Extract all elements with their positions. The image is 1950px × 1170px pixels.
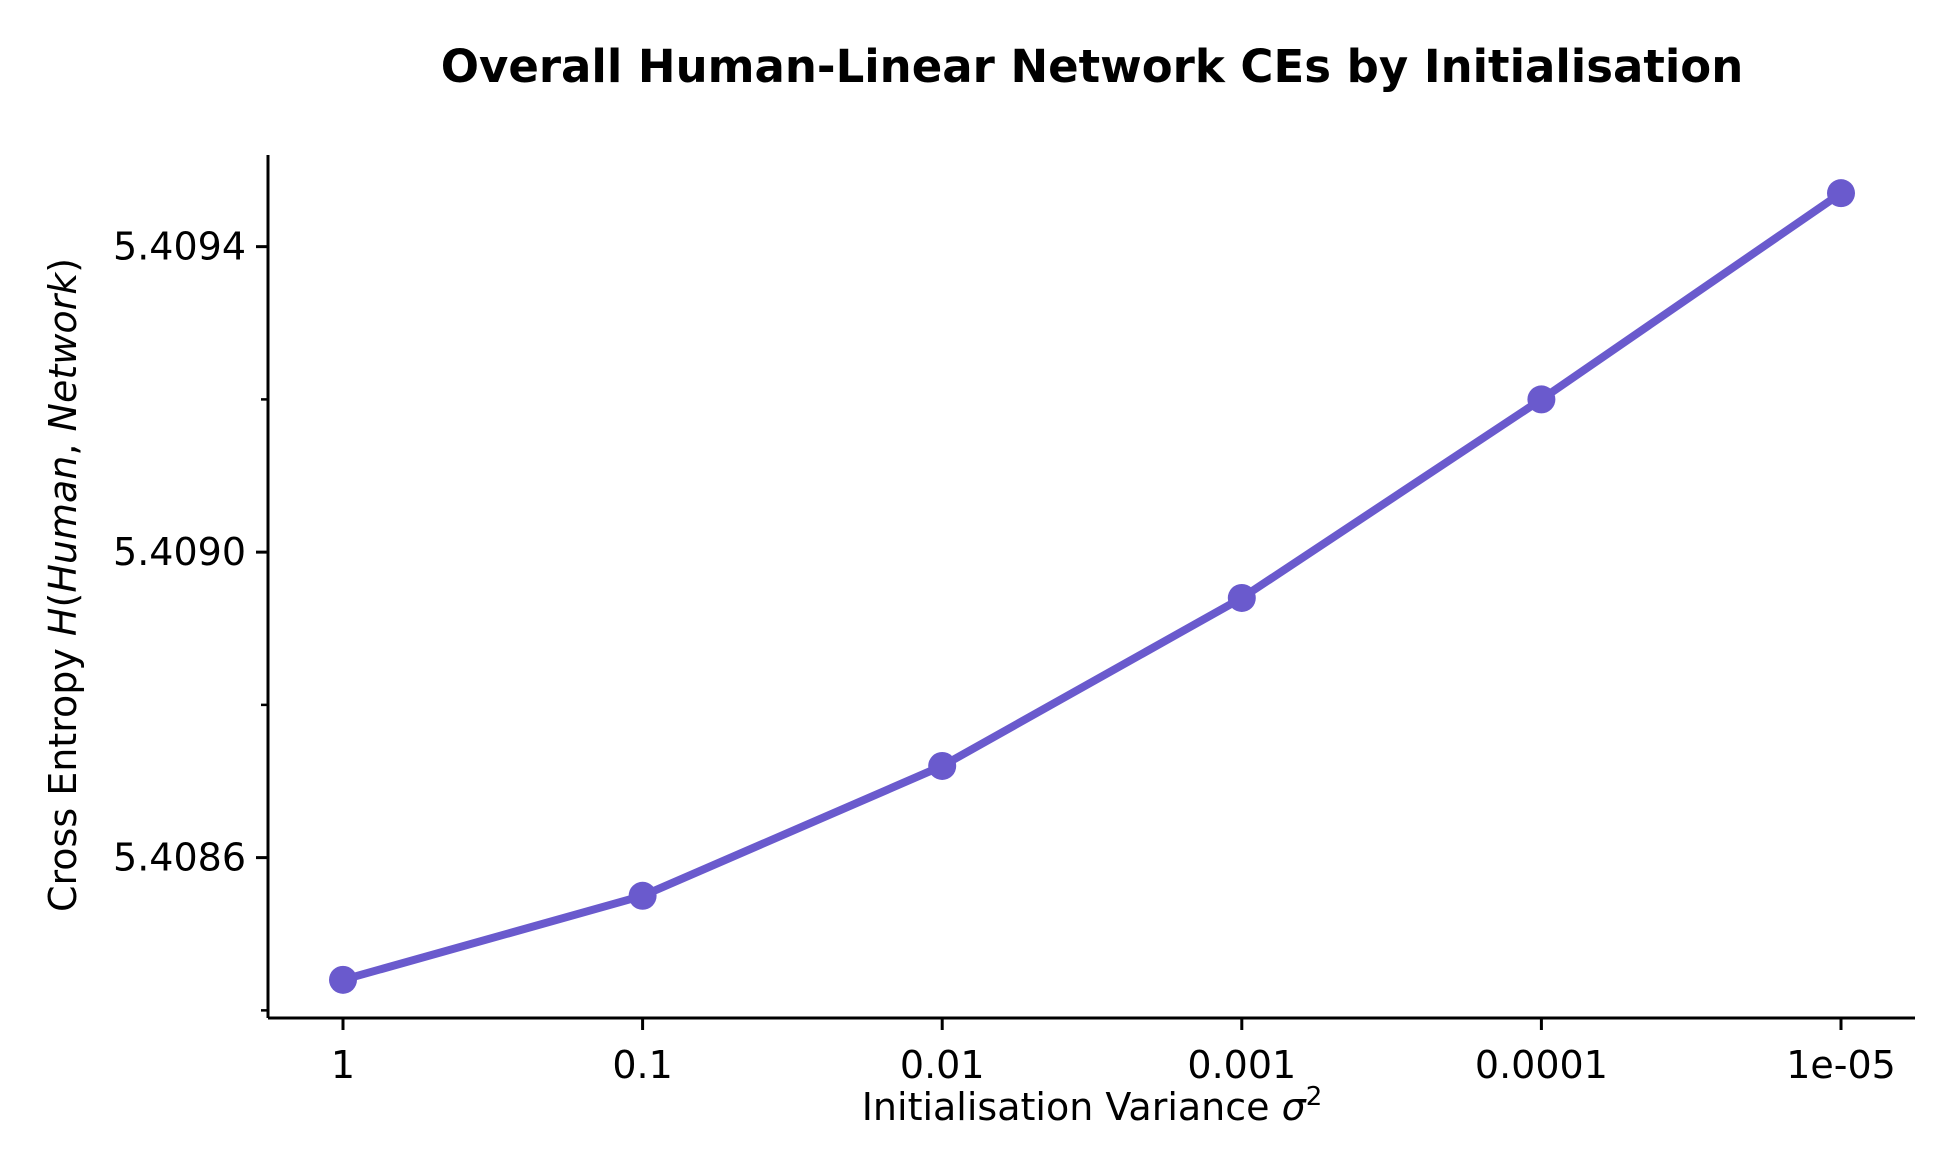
data-point xyxy=(329,965,357,994)
x-tick-label: 0.0001 xyxy=(1475,1043,1608,1087)
x-tick-label: 0.1 xyxy=(612,1043,672,1087)
y-ticks: 5.4086 5.4090 5.4094 xyxy=(113,225,268,1012)
data-point xyxy=(928,751,957,780)
x-ticks: 1 0.1 0.01 0.001 0.0001 1e-05 xyxy=(331,1018,1896,1087)
data-point xyxy=(628,881,657,910)
y-tick-label: 5.4094 xyxy=(113,225,246,269)
x-tick-label: 0.01 xyxy=(900,1043,985,1087)
x-tick-label: 0.001 xyxy=(1187,1043,1296,1087)
chart-title: Overall Human-Linear Network CEs by Init… xyxy=(441,40,1744,93)
series-layer xyxy=(329,179,1855,994)
x-axis-label: Initialisation Variance σ2 xyxy=(862,1082,1323,1129)
y-axis-label: Cross Entropy H(Human, Network) xyxy=(41,258,85,912)
series-line xyxy=(339,189,1845,984)
y-tick-label: 5.4086 xyxy=(113,836,246,880)
data-point xyxy=(1227,583,1256,612)
data-point xyxy=(1527,385,1556,414)
x-tick-label: 1 xyxy=(331,1043,355,1087)
y-tick-label: 5.4090 xyxy=(113,530,246,574)
data-point xyxy=(1827,179,1855,208)
x-tick-label: 1e-05 xyxy=(1786,1043,1896,1087)
